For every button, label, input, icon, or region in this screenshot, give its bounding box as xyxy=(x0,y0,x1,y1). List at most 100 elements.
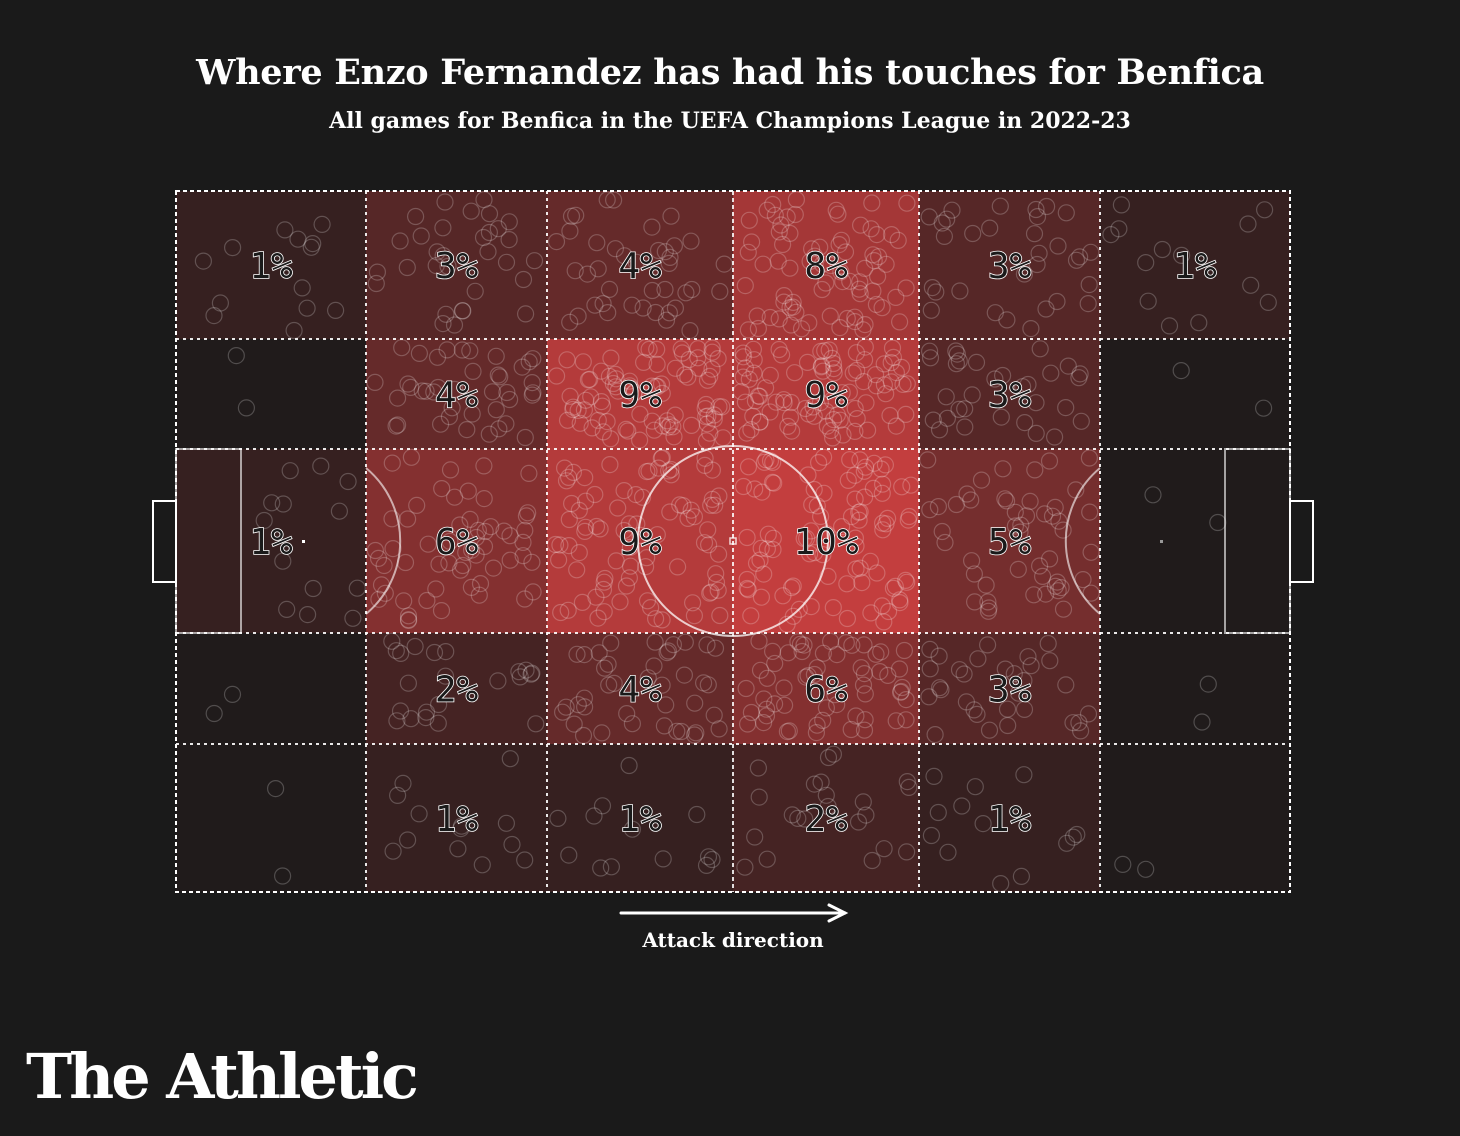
touch-marker xyxy=(786,205,804,224)
touch-marker xyxy=(950,400,968,418)
touch-marker xyxy=(573,593,592,612)
touch-marker xyxy=(298,299,316,317)
touch-marker xyxy=(489,672,507,690)
touch-marker xyxy=(883,339,902,357)
touch-marker xyxy=(464,362,482,380)
zone-label-r1-c4: 8% xyxy=(804,246,848,287)
touch-marker xyxy=(620,515,638,533)
touch-marker xyxy=(1072,412,1090,430)
attack-arrow-head xyxy=(827,903,849,923)
touch-marker xyxy=(399,607,418,625)
touch-marker xyxy=(575,698,594,716)
touch-marker xyxy=(1027,424,1045,442)
touch-marker xyxy=(789,809,807,828)
touch-marker xyxy=(646,303,665,322)
touch-marker xyxy=(873,484,891,502)
touch-marker xyxy=(1013,378,1032,396)
touch-marker xyxy=(299,605,317,624)
touch-marker xyxy=(547,233,566,251)
heat-zone-r3-c1 xyxy=(176,449,366,633)
touch-marker xyxy=(434,315,452,333)
touch-marker xyxy=(567,206,585,224)
touch-marker xyxy=(1160,317,1179,335)
touch-marker xyxy=(974,814,992,833)
touch-marker xyxy=(686,694,704,712)
touch-marker xyxy=(806,247,824,265)
touch-marker xyxy=(454,302,472,320)
touch-marker xyxy=(773,235,792,254)
touch-marker xyxy=(847,537,865,555)
touch-marker xyxy=(734,477,753,496)
touch-marker xyxy=(882,354,900,372)
touch-marker xyxy=(501,527,519,545)
touch-marker xyxy=(484,559,503,577)
touch-marker xyxy=(742,703,761,722)
touch-marker xyxy=(389,389,407,407)
touch-marker xyxy=(873,299,891,317)
touch-marker xyxy=(517,661,535,679)
touch-marker xyxy=(1045,428,1064,446)
touch-marker xyxy=(850,503,868,521)
touch-marker xyxy=(679,509,697,528)
touch-marker xyxy=(389,416,407,434)
touch-marker xyxy=(837,633,855,652)
touch-marker xyxy=(882,373,900,391)
touch-marker xyxy=(640,462,658,480)
touch-marker xyxy=(784,293,802,311)
touch-marker xyxy=(327,301,345,319)
touch-marker xyxy=(866,366,885,384)
touch-marker xyxy=(445,316,464,334)
touch-marker xyxy=(413,382,431,400)
touch-marker xyxy=(559,601,577,619)
touch-marker xyxy=(817,274,835,292)
touch-marker xyxy=(640,340,658,358)
touch-marker xyxy=(1041,652,1059,670)
touch-marker xyxy=(633,488,652,506)
touch-marker xyxy=(412,227,430,245)
touch-marker xyxy=(375,556,393,575)
touch-marker xyxy=(516,851,534,869)
touch-marker xyxy=(224,239,242,257)
touch-marker xyxy=(383,454,401,472)
touch-marker xyxy=(702,583,720,601)
touch-marker xyxy=(643,281,661,300)
touch-marker xyxy=(770,223,788,241)
touch-marker xyxy=(884,579,903,597)
touch-marker xyxy=(285,321,303,340)
touch-marker xyxy=(738,715,757,733)
touch-marker xyxy=(606,240,625,258)
touch-marker xyxy=(965,593,984,611)
touch-marker xyxy=(900,778,918,797)
touch-marker xyxy=(702,496,720,514)
touch-marker xyxy=(520,353,538,371)
touch-marker xyxy=(947,342,965,360)
touch-marker xyxy=(452,819,470,838)
touch-marker xyxy=(475,537,494,556)
touch-marker xyxy=(419,535,437,553)
touch-marker xyxy=(849,813,868,831)
touch-marker xyxy=(848,361,866,379)
touch-marker xyxy=(761,308,779,327)
heat-zone-r4-c6 xyxy=(1100,633,1290,744)
touch-marker xyxy=(1068,825,1086,844)
touch-marker xyxy=(838,575,856,593)
touch-marker xyxy=(383,510,401,528)
touch-marker xyxy=(417,382,435,400)
touch-marker xyxy=(1081,503,1099,521)
touch-marker xyxy=(898,194,916,212)
touch-marker xyxy=(516,428,534,447)
touch-marker xyxy=(816,342,834,360)
touch-marker xyxy=(441,461,460,479)
touch-marker xyxy=(471,574,490,593)
touch-marker xyxy=(790,600,808,619)
touch-marker xyxy=(736,393,755,411)
zone-label-r2-c2: 4% xyxy=(435,375,479,416)
touch-marker xyxy=(965,565,984,583)
touch-marker xyxy=(1079,705,1098,723)
touch-marker xyxy=(897,690,915,709)
touch-marker xyxy=(1037,300,1055,318)
touch-marker xyxy=(462,202,480,220)
touch-marker xyxy=(675,666,694,684)
touch-marker xyxy=(736,277,754,295)
touch-marker xyxy=(489,366,507,384)
